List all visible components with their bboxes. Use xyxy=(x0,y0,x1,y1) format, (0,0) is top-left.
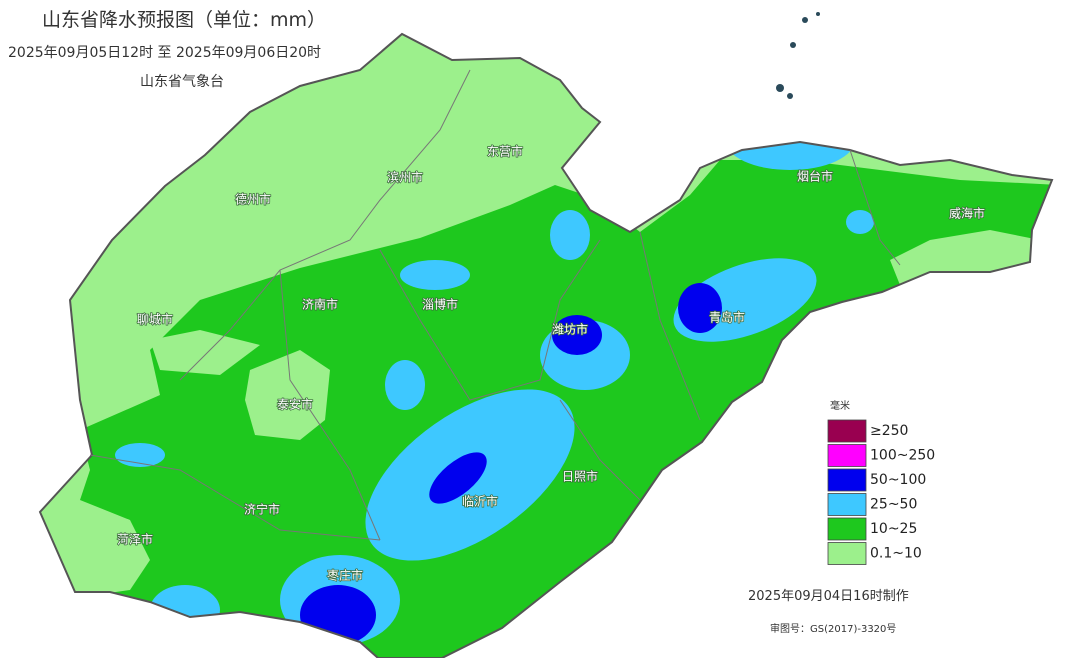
legend-swatch xyxy=(827,468,867,492)
city-label: 济南市 xyxy=(302,297,338,312)
approval-number: 审图号：GS(2017)-3320号 xyxy=(770,622,896,635)
city-labels: 德州市 滨州市 东营市 烟台市 威海市 聊城市 济南市 淄博市 潍坊市 青岛市 … xyxy=(116,143,986,584)
city-label: 淄博市 xyxy=(422,297,458,312)
city-label: 临沂市 xyxy=(462,494,498,509)
legend-swatch xyxy=(827,493,867,516)
legend-swatch xyxy=(827,419,867,443)
city-borders xyxy=(89,69,901,541)
legend: 毫米 ≥250 100~250 50~100 25~50 10~25 0.1~10 xyxy=(827,399,935,565)
legend-title: 毫米 xyxy=(830,399,850,412)
agency: 山东省气象台 xyxy=(140,74,224,90)
city-label: 聊城市 xyxy=(137,312,173,327)
city-label: 东营市 xyxy=(487,144,523,159)
city-label: 潍坊市 xyxy=(552,322,588,337)
city-label: 德州市 xyxy=(235,192,271,207)
legend-label: 50~100 xyxy=(870,472,926,488)
legend-swatch xyxy=(827,542,867,565)
legend-label: 100~250 xyxy=(870,448,935,464)
city-label: 威海市 xyxy=(949,206,985,221)
legend-label: 25~50 xyxy=(870,497,917,513)
period: 2025年09月05日12时 至 2025年09月06日20时 xyxy=(8,45,321,61)
islands xyxy=(776,12,820,99)
city-label: 济宁市 xyxy=(244,502,280,517)
legend-label: ≥250 xyxy=(870,423,908,439)
city-label: 滨州市 xyxy=(387,170,423,185)
city-label: 泰安市 xyxy=(277,397,313,412)
legend-swatch xyxy=(827,517,867,541)
title: 山东省降水预报图（单位：mm） xyxy=(42,9,326,31)
legend-label: 10~25 xyxy=(870,521,917,537)
city-label: 青岛市 xyxy=(709,310,745,325)
city-label: 菏泽市 xyxy=(117,532,153,547)
city-label: 烟台市 xyxy=(797,169,833,184)
made-time: 2025年09月04日16时制作 xyxy=(748,589,909,604)
city-label: 枣庄市 xyxy=(327,568,363,583)
legend-label: 0.1~10 xyxy=(870,546,922,562)
legend-swatch xyxy=(827,444,867,467)
city-label: 日照市 xyxy=(562,469,598,484)
